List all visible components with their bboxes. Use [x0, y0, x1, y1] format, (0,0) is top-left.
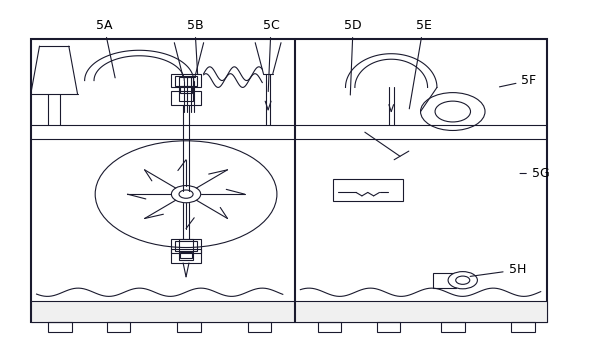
Bar	[107, 322, 130, 332]
Circle shape	[171, 186, 201, 203]
Bar	[48, 322, 72, 332]
Bar	[179, 239, 193, 260]
Circle shape	[456, 276, 470, 284]
Circle shape	[421, 93, 485, 130]
Bar	[176, 241, 197, 251]
Text: 5C: 5C	[263, 19, 279, 92]
Text: 5B: 5B	[187, 19, 203, 74]
Bar	[434, 273, 456, 288]
Bar	[318, 322, 342, 332]
Text: 5A: 5A	[96, 19, 115, 78]
Text: 5F: 5F	[499, 74, 537, 87]
Circle shape	[435, 101, 471, 122]
Bar	[376, 322, 400, 332]
Text: 5D: 5D	[345, 19, 362, 95]
Bar	[177, 322, 201, 332]
Bar	[441, 322, 465, 332]
Bar	[333, 179, 403, 201]
Bar	[247, 322, 271, 332]
Bar	[180, 252, 192, 258]
Bar	[179, 77, 193, 101]
Circle shape	[448, 272, 478, 289]
Text: 5E: 5E	[409, 19, 431, 109]
Bar	[31, 39, 547, 322]
Bar	[176, 76, 197, 86]
Bar	[171, 74, 201, 87]
Bar	[31, 301, 547, 322]
Bar	[171, 249, 201, 263]
Bar	[171, 91, 201, 105]
Bar	[511, 322, 535, 332]
Bar	[180, 86, 192, 93]
Text: 5H: 5H	[470, 263, 526, 277]
Text: 5G: 5G	[520, 167, 550, 180]
Circle shape	[179, 190, 193, 198]
Bar	[171, 239, 201, 253]
